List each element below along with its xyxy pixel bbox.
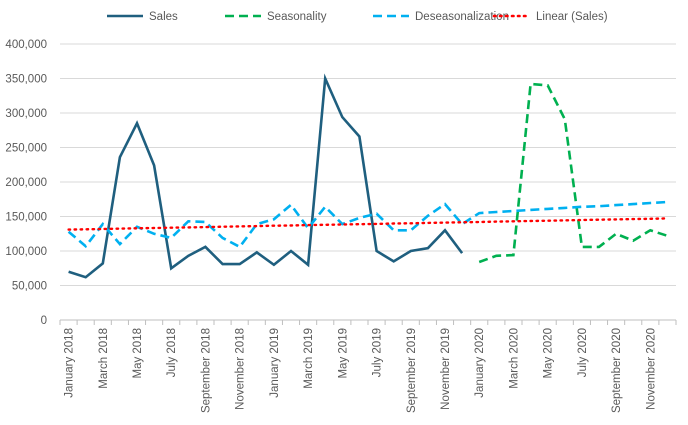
y-tick-label: 150,000 (5, 212, 47, 224)
series-lines (67, 73, 669, 279)
x-tick-label: September 2018 (200, 328, 212, 413)
legend-label: Linear (Sales) (536, 11, 608, 23)
x-tick-label: November 2018 (235, 328, 247, 410)
x-tick-label: September 2019 (406, 328, 418, 413)
y-tick-label: 300,000 (5, 108, 47, 120)
x-tick-label: November 2019 (440, 328, 452, 410)
x-tick-label: March 2019 (303, 328, 315, 389)
x-tick-label: January 2020 (474, 328, 486, 398)
x-tick-label: November 2020 (645, 328, 657, 410)
y-tick-label: 0 (41, 315, 47, 327)
y-tick-label: 250,000 (5, 143, 47, 155)
x-tick-label: January 2019 (269, 328, 281, 398)
x-tick-label: May 2019 (337, 328, 349, 379)
y-tick-label: 100,000 (5, 246, 47, 258)
x-tick-label: May 2018 (132, 328, 144, 379)
x-tick-label: March 2018 (98, 328, 110, 389)
legend-label: Seasonality (267, 11, 327, 23)
series-line-linear-sales (67, 217, 669, 231)
y-tick-label: 350,000 (5, 74, 47, 86)
legend: Sales Seasonality Deseasonalization Linear … (107, 11, 608, 23)
y-tick-label: 400,000 (5, 39, 47, 51)
x-axis: January 2018 March 2018 May 2018 July 2018 S… (59, 320, 677, 413)
legend-label: Sales (149, 11, 178, 23)
gridlines (60, 43, 676, 321)
x-tick-label: May 2020 (543, 328, 555, 379)
series-line-deseasonalization (67, 200, 668, 249)
x-tick-label: January 2018 (64, 328, 76, 398)
series-line-seasonality (478, 82, 668, 264)
x-tick-label: July 2020 (577, 328, 589, 377)
y-axis: 0 50,000 100,000 150,000 200,000 250,000 300,0… (5, 39, 47, 327)
y-tick-label: 50,000 (12, 281, 47, 293)
x-tick-label: September 2020 (611, 328, 623, 413)
legend-label: Deseasonalization (415, 11, 509, 23)
y-tick-label: 200,000 (5, 177, 47, 189)
x-tick-label: July 2018 (166, 328, 178, 377)
x-tick-label: July 2019 (372, 328, 384, 377)
series-line-sales (68, 73, 464, 279)
x-tick-label: March 2020 (508, 328, 520, 389)
